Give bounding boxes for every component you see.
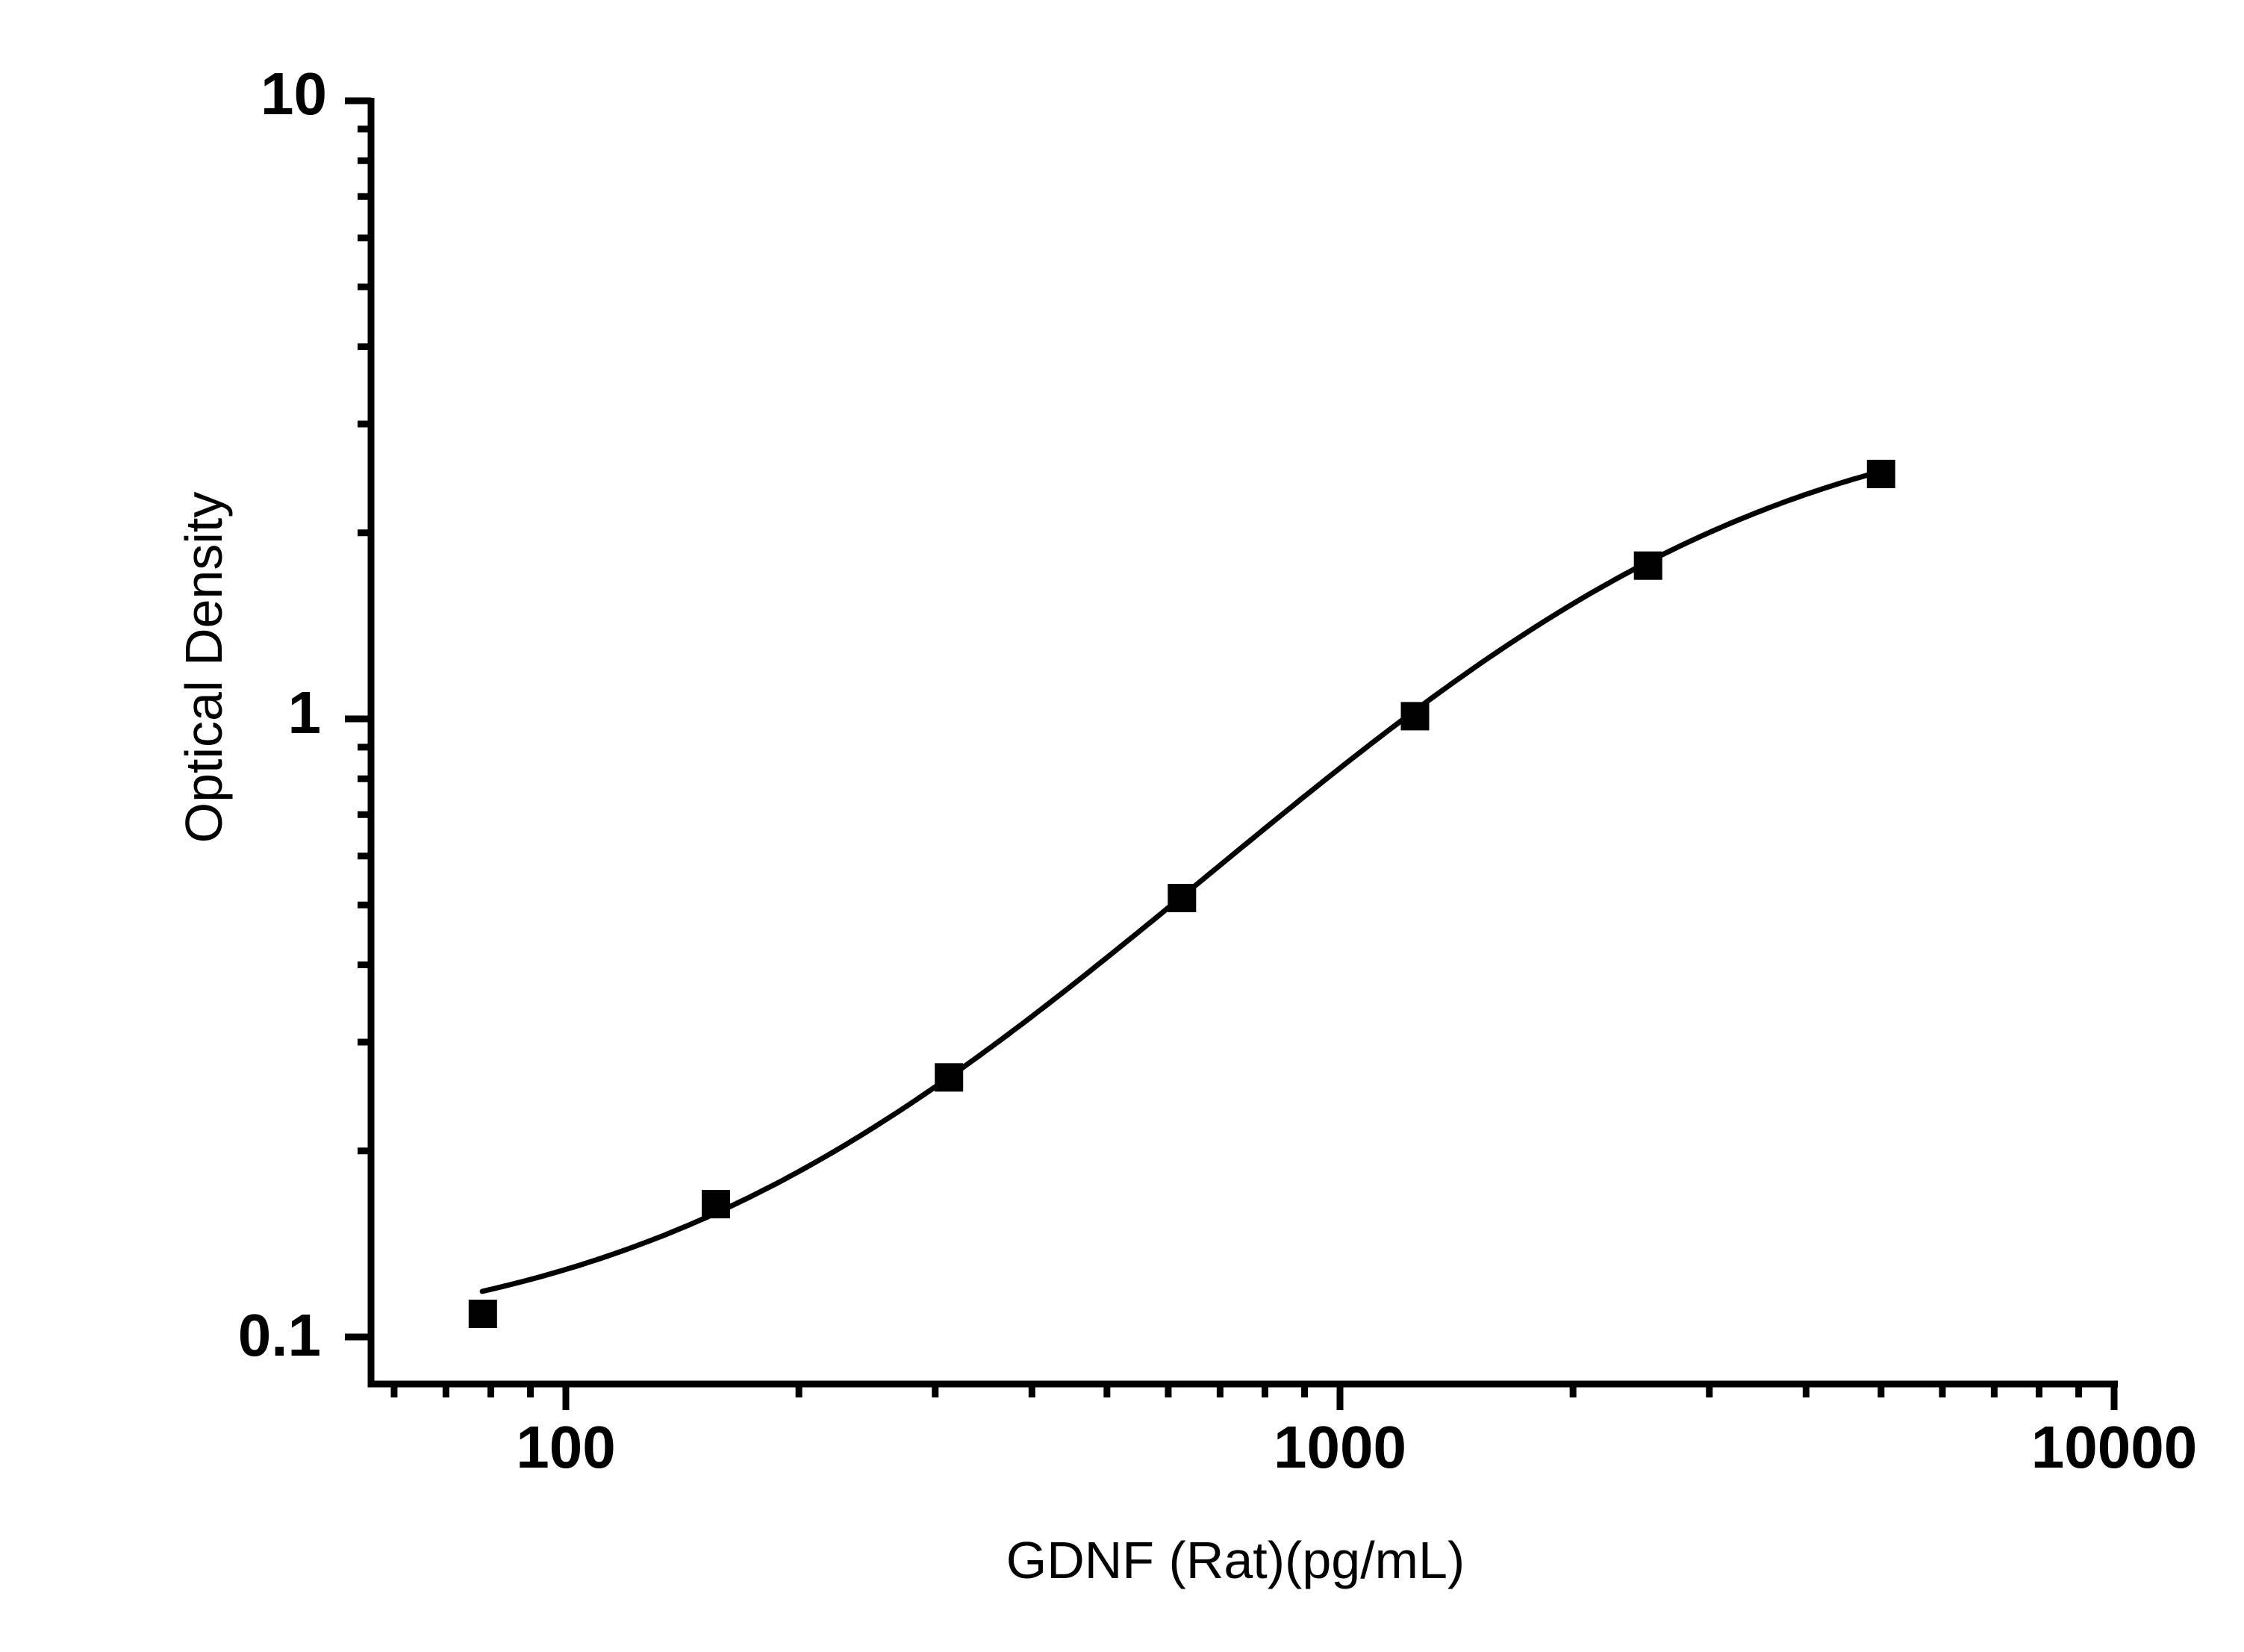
y-tick-label-0.1: 0.1 [238, 1302, 321, 1368]
y-tick-label-1: 1 [288, 679, 322, 746]
fit-curve-line [479, 468, 1884, 1294]
fit-curve [479, 468, 1884, 1294]
x-tick-label-1000: 1000 [1274, 1414, 1406, 1480]
axes [345, 97, 2118, 1410]
axis-labels: GDNF (Rat)(pg/mL) Optical Density 100 10… [175, 60, 2197, 1589]
data-points [468, 459, 1895, 1328]
x-tick-label-100: 100 [516, 1414, 615, 1480]
data-point-marker [1866, 459, 1895, 488]
data-point-marker [1400, 702, 1430, 731]
data-point-marker [1168, 884, 1197, 912]
data-point-marker [1633, 551, 1662, 580]
data-point-marker [702, 1190, 730, 1219]
x-axis-title: GDNF (Rat)(pg/mL) [1006, 1531, 1465, 1589]
data-point-marker [468, 1300, 497, 1328]
y-axis-title: Optical Density [175, 492, 233, 844]
data-point-marker [935, 1063, 964, 1092]
y-tick-label-10: 10 [261, 60, 327, 127]
x-tick-label-10000: 10000 [2031, 1414, 2197, 1480]
